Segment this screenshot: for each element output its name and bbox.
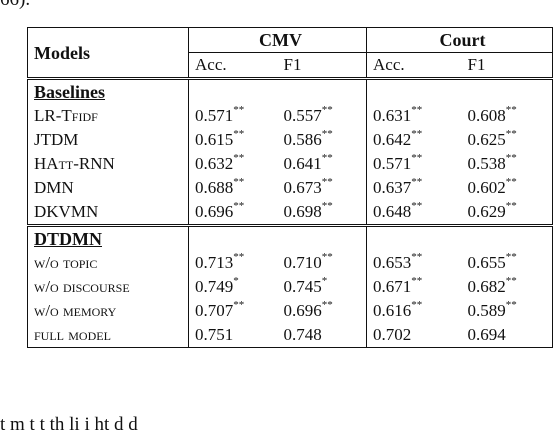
value-cell: 0.671** — [373, 275, 423, 296]
header-row-metrics: Acc. F1 Acc. F1 — [28, 52, 553, 79]
value-cell: 0.655** — [461, 251, 553, 275]
value-cell: 0.745* — [277, 275, 367, 299]
table-row: DKVMN 0.696** 0.698** 0.648** 0.629** — [27, 200, 553, 226]
section-title-text: DTDMN — [34, 228, 102, 249]
value-cell: 0.696** — [188, 200, 278, 226]
value-cell: 0.702 — [366, 323, 462, 348]
value-cell: 0.648** — [366, 200, 462, 226]
table-row: w/o topic 0.713** 0.710** 0.653** 0.655*… — [27, 251, 553, 275]
section-title: Baselines — [27, 77, 189, 104]
metric-header: Acc. — [366, 52, 462, 79]
value-cell: 0.538** — [461, 152, 553, 176]
value-cell: 0.632** — [195, 152, 245, 173]
model-name: JTDM — [27, 128, 189, 152]
model-name: w/o memory — [27, 299, 189, 323]
table-row: LR-Tfidf 0.571** 0.557** 0.631** 0.608** — [27, 104, 553, 128]
value-cell: 0.616** — [373, 299, 423, 320]
section-title: DTDMN — [27, 224, 189, 251]
table-row: w/o discourse 0.749* 0.745* 0.671** 0.68… — [27, 275, 553, 299]
value-cell: 0.653** — [373, 251, 423, 272]
value-cell: 0.571** — [373, 152, 423, 173]
value-cell: 0.688** — [195, 176, 245, 197]
model-name: DKVMN — [27, 200, 189, 226]
value-cell: 0.608** — [461, 104, 553, 128]
section-row-baselines: Baselines — [27, 77, 553, 104]
model-name: DMN — [27, 176, 189, 200]
table-row: JTDM 0.615** 0.586** 0.642** 0.625** — [27, 128, 553, 152]
value-cell: 0.641** — [277, 152, 367, 176]
results-table: Models CMV Court Acc. F1 Acc. F1 Baselin… — [27, 27, 553, 348]
metric-header: F1 — [461, 52, 553, 79]
bottom-text-fragment: t m t t th li i ht d d — [0, 414, 138, 435]
value-cell: 0.682** — [461, 275, 553, 299]
value-cell: 0.589** — [461, 299, 553, 323]
value-cell: 0.629** — [461, 200, 553, 226]
value-cell: 0.698** — [277, 200, 367, 226]
value-cell: 0.586** — [277, 128, 367, 152]
value-cell: 0.637** — [373, 176, 423, 197]
table-row: w/o memory 0.707** 0.696** 0.616** 0.589… — [27, 299, 553, 323]
model-name: w/o discourse — [27, 275, 189, 299]
model-name: HAtt-RNN — [27, 152, 189, 176]
value-cell: 0.713** — [195, 251, 245, 272]
value-cell: 0.710** — [277, 251, 367, 275]
value-cell: 0.673** — [277, 176, 367, 200]
value-cell: 0.748 — [277, 323, 367, 348]
value-cell: 0.696** — [277, 299, 367, 323]
metric-header: F1 — [277, 52, 367, 79]
value-cell: 0.642** — [373, 128, 423, 149]
value-cell: 0.602** — [461, 176, 553, 200]
value-cell: 0.615** — [195, 128, 245, 149]
header-row-groups: Models CMV Court — [27, 27, 553, 79]
group-header-court: Court — [366, 27, 553, 53]
value-cell: 0.707** — [195, 299, 245, 320]
model-name: LR-Tfidf — [27, 104, 189, 128]
table-row: HAtt-RNN 0.632** 0.641** 0.571** 0.538** — [27, 152, 553, 176]
metric-header: Acc. — [188, 52, 278, 79]
value-cell: 0.749* — [195, 275, 239, 296]
value-cell: 0.625** — [461, 128, 553, 152]
table-row: DMN 0.688** 0.673** 0.637** 0.602** — [27, 176, 553, 200]
value-cell: 0.694 — [461, 323, 553, 348]
model-name: w/o topic — [27, 251, 189, 275]
value-cell: 0.571** — [195, 104, 245, 125]
section-row-dtdmn: DTDMN — [27, 224, 553, 251]
models-header: Models — [27, 27, 189, 79]
value-cell: 0.557** — [277, 104, 367, 128]
group-header-cmv: CMV — [188, 27, 367, 53]
value-cell: 0.631** — [373, 104, 423, 125]
value-cell: 0.751 — [188, 323, 278, 348]
top-text-fragment: 66). — [0, 0, 30, 11]
table-row: full model 0.751 0.748 0.702 0.694 — [27, 323, 553, 348]
model-name: full model — [27, 323, 189, 348]
section-title-text: Baselines — [34, 81, 106, 102]
